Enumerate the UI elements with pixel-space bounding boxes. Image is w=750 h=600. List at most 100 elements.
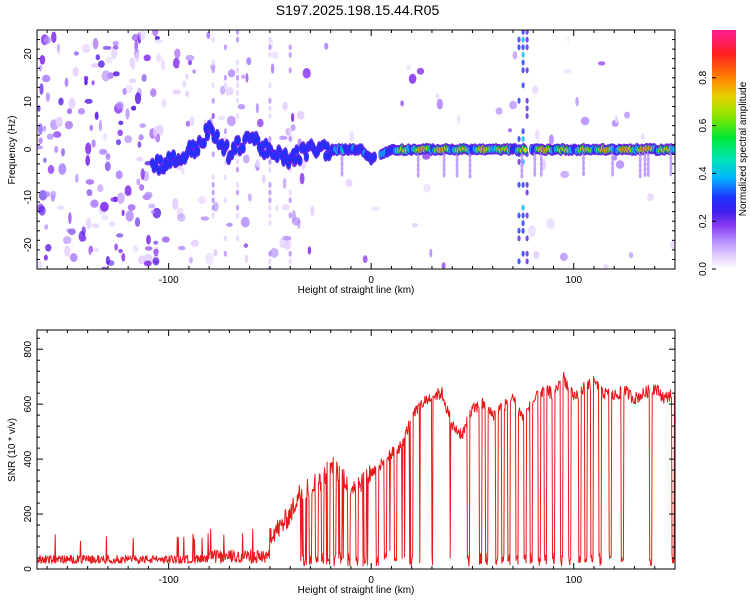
spectrogram-streak (223, 82, 227, 89)
spectrogram-streak (268, 197, 272, 204)
spectrogram-noise-blob (227, 69, 236, 78)
spectrogram-noise-blob (647, 193, 654, 202)
spectrogram-streak (223, 128, 227, 135)
y-tick-label: -10 (23, 190, 34, 205)
spectrogram-noise-blob (131, 34, 140, 42)
spectrogram-noise-blob (86, 189, 93, 197)
spectrogram-noise-blob (178, 61, 188, 71)
spectrogram-noise-blob (227, 115, 236, 127)
ridge-smear (646, 161, 650, 168)
y-tick-label: 0 (23, 146, 34, 152)
spectrogram-noise-blob (602, 264, 609, 269)
x-tick-label: 100 (565, 575, 582, 586)
snr-frame (36, 329, 676, 570)
spectrogram-noise-blob (152, 257, 160, 266)
spectrogram-noise-blob (134, 217, 141, 227)
ridge-smear (455, 166, 459, 173)
spectrogram-noise-blob (150, 209, 156, 214)
spectrogram-noise-blob (66, 108, 73, 115)
spectrogram-streak (288, 51, 292, 58)
spectrogram-streak (521, 30, 525, 35)
ridge-smear (468, 172, 472, 179)
y-tick-label: 0 (23, 566, 34, 572)
spectrogram-noise-blob (118, 120, 124, 126)
spectrogram-streak (268, 166, 272, 173)
spectrogram-noise-blob (101, 266, 108, 269)
spectrogram-streak (525, 36, 529, 43)
spectrogram-x-ticks: -100 0 100 (46, 30, 676, 286)
spectrogram-streak (223, 235, 227, 242)
spectrogram-noise-blob (85, 217, 92, 230)
spectrogram-noise-blob (172, 57, 180, 69)
spectrogram-noise-blob (291, 210, 296, 222)
spectrogram-noise-blob (146, 234, 151, 245)
spectrogram-noise-blob (535, 129, 540, 141)
spectrogram-noise-blob (276, 227, 286, 232)
spectrogram-noise-blob (429, 248, 433, 258)
spectrogram-noise-blob (560, 170, 570, 179)
spectrogram-noise-blob (42, 74, 51, 83)
spectrogram-noise-blob (105, 153, 111, 161)
spectrogram-noise-blob (254, 157, 264, 168)
spectrogram-streak (288, 212, 292, 219)
ridge-core (294, 146, 299, 154)
spectrogram-streak (517, 97, 521, 104)
spectrogram-noise-blob (302, 68, 311, 79)
spectrogram-noise-blob (246, 57, 252, 66)
ridge-smear (416, 161, 420, 168)
spectrogram-noise-blob (243, 124, 251, 132)
spectrogram-streak (517, 136, 521, 142)
spectrogram-noise-blob (98, 119, 102, 132)
spectrogram-noise-blob (152, 30, 159, 37)
spectrogram-streak (521, 128, 525, 135)
spectrogram-noise-blob (310, 205, 315, 217)
spectrogram-noise-blob (508, 128, 512, 133)
spectrogram-streak (223, 44, 227, 51)
y-tick-label: 20 (23, 48, 34, 60)
colorbar-label: Normalized spectral amplitude (738, 81, 749, 216)
spectrogram-noise-blob (127, 204, 136, 211)
spectrogram-noise-blob (101, 70, 111, 82)
spectrogram-noise-blob (68, 228, 76, 235)
spectrogram-noise-blob (62, 236, 72, 245)
ridge-smear (442, 156, 446, 163)
spectrogram-noise-blob (245, 72, 249, 83)
spectrogram-noise-blob (121, 252, 126, 262)
ridge-core (224, 140, 230, 149)
spectrogram-streak (288, 136, 292, 142)
spectrogram-streak (211, 189, 215, 196)
spectrogram-noise-blob (112, 40, 120, 47)
spectrogram-noise-blob (43, 36, 51, 44)
ridge-smear (582, 170, 585, 177)
spectrogram-streak (268, 204, 272, 211)
spectrogram-streak (235, 212, 240, 219)
spectrogram-streak (235, 90, 240, 97)
spectrogram-streak (525, 30, 529, 35)
spectrogram-y-ticks: 20 10 0 -10 -20 (23, 29, 675, 270)
spectrogram-streak (268, 82, 272, 89)
spectrogram-noise-blob (188, 256, 193, 264)
spectrogram-noise-blob (112, 71, 120, 77)
spectrogram-noise-blob (556, 219, 565, 232)
ridge-smear (442, 161, 446, 168)
spectrogram-noise-blob (189, 116, 195, 127)
spectrogram-noise-blob (185, 73, 189, 80)
spectrogram-noise-blob (95, 54, 101, 61)
spectrogram-noise-blob (105, 226, 109, 236)
ridge-smear (520, 167, 524, 174)
spectrogram-y-axis-label: Frequency (Hz) (7, 116, 18, 185)
ridge-peak (523, 147, 527, 152)
spectrogram-noise-blob (139, 184, 145, 191)
ridge-smear (455, 171, 459, 178)
ridge-core (205, 132, 210, 140)
spectrogram-noise-blob (148, 203, 156, 209)
spectrogram-noise-blob (161, 58, 165, 71)
x-tick-label: 0 (368, 275, 374, 286)
spectrogram-noise-blob (178, 71, 183, 76)
spectrogram-noise-blob (116, 192, 125, 204)
snr-series (37, 371, 675, 567)
y-tick-label: 200 (23, 505, 34, 522)
ridge-smear (638, 172, 642, 179)
ridge-smear (442, 166, 446, 173)
spectrogram-noise-blob (290, 124, 296, 132)
